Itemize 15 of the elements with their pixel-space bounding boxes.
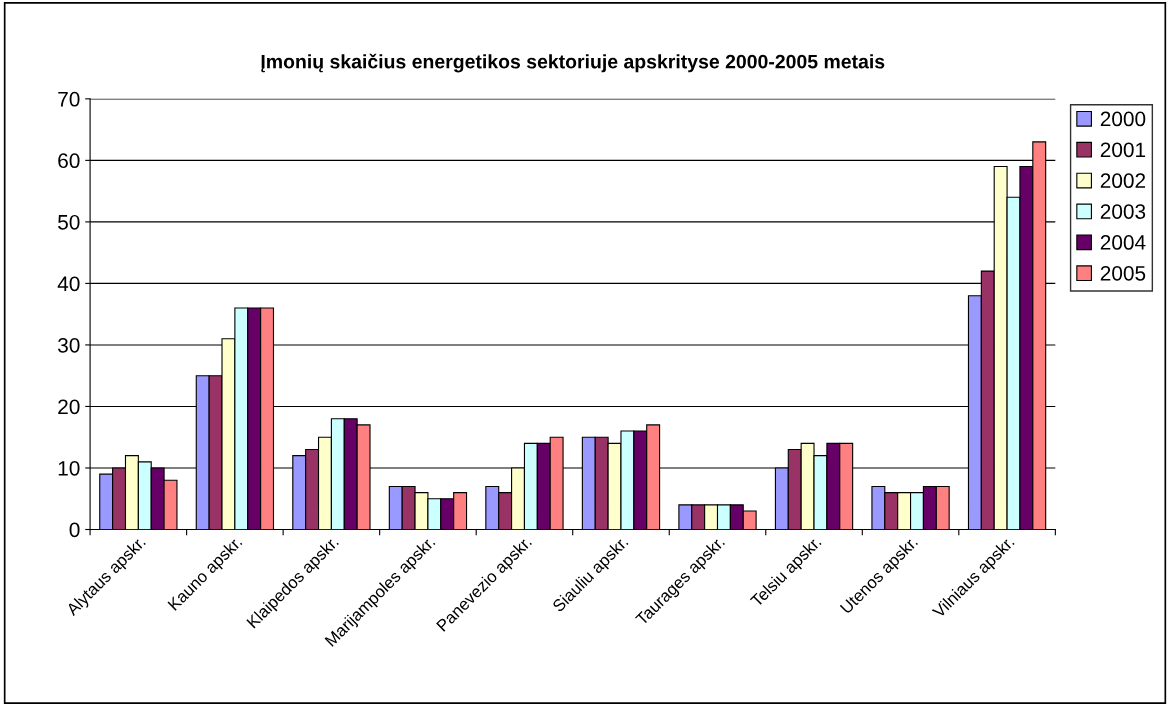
legend-label: 2004	[1100, 235, 1146, 250]
legend-label: 2001	[1100, 142, 1146, 158]
y-tick-label: 10	[58, 460, 80, 476]
y-tick-label: 60	[58, 153, 80, 169]
y-tick-label: 0	[69, 522, 80, 538]
y-tick-label: 20	[58, 399, 80, 415]
y-tick-label: 70	[58, 91, 80, 107]
y-tick-label: 40	[57, 276, 80, 292]
legend-label: 2002	[1100, 173, 1146, 189]
y-tick-label: 30	[57, 337, 80, 353]
y-tick-label: 50	[58, 214, 80, 230]
legend-label: 2003	[1100, 204, 1146, 219]
legend-label: 2005	[1100, 265, 1146, 281]
legend-label: 2000	[1100, 111, 1146, 127]
chart-title: Įmonių skaičius energetikos sektoriuje apskrityse 2000-2005 metais	[261, 53, 885, 73]
